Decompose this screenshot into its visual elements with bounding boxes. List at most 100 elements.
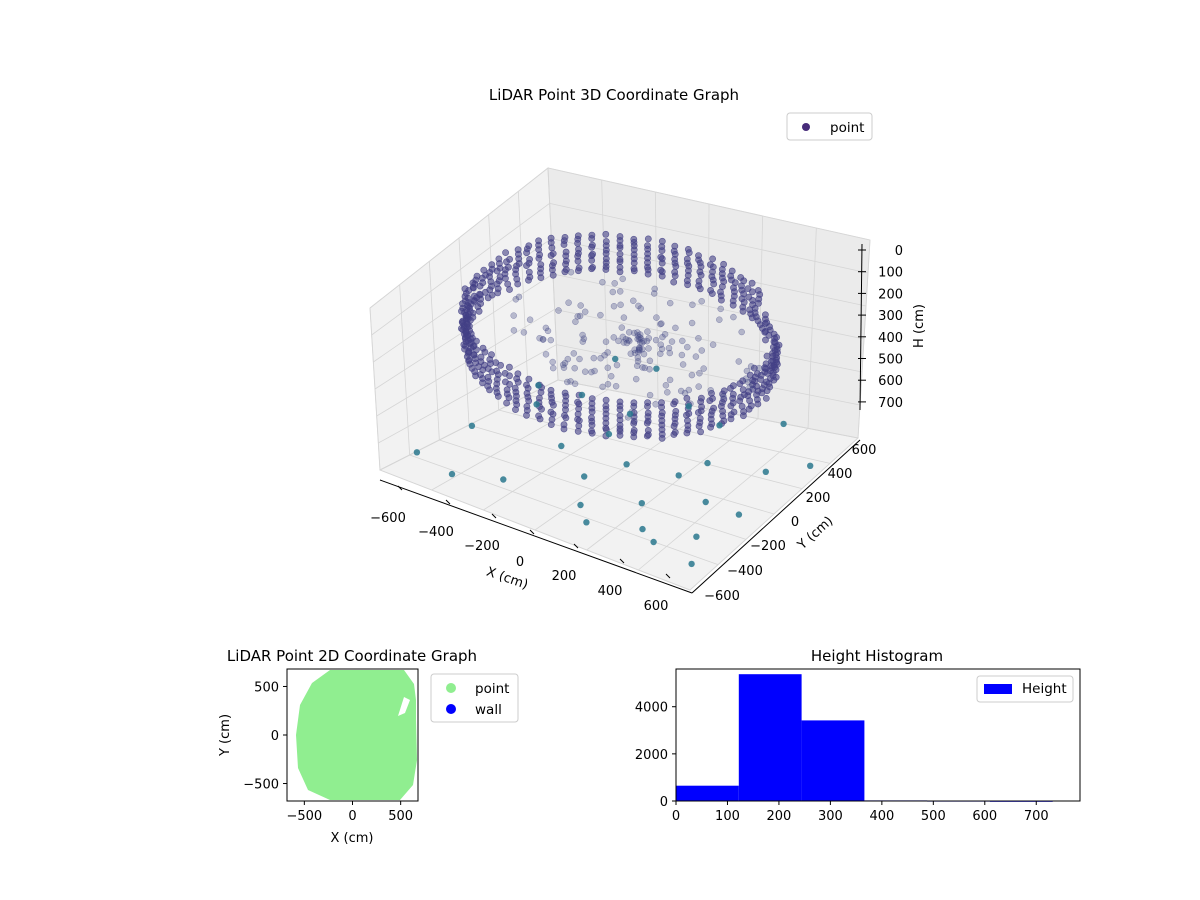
- point-3d: [635, 302, 642, 310]
- point-3d: [549, 364, 557, 372]
- x-tick-label-hist: 0: [672, 809, 680, 824]
- x-tick-label-hist: 700: [1024, 809, 1049, 824]
- point-3d: [683, 394, 691, 402]
- point-3d: [524, 384, 532, 392]
- point-3d: [571, 364, 578, 372]
- point-3d: [611, 280, 618, 287]
- point-3d: [588, 421, 596, 429]
- point-3d: [579, 331, 586, 339]
- point-3d: [588, 408, 596, 416]
- point-3d: [754, 400, 762, 408]
- point-3d: [749, 301, 756, 309]
- point-3d: [766, 323, 773, 331]
- y-tick-label-2d: −500: [243, 778, 279, 793]
- point-3d: [616, 263, 624, 271]
- point-3d: [807, 462, 814, 469]
- point-3d: [542, 351, 550, 358]
- x-tick-label-3d: 600: [644, 599, 669, 614]
- point-3d: [505, 363, 513, 371]
- point-3d: [576, 355, 583, 363]
- point-3d: [602, 242, 610, 249]
- point-3d: [574, 252, 582, 260]
- point-3d: [533, 401, 540, 408]
- point-3d: [658, 247, 666, 254]
- z-axis-label-3d: H (cm): [912, 304, 927, 348]
- hist-bar: [738, 674, 802, 801]
- point-3d: [646, 357, 654, 365]
- point-3d: [623, 461, 630, 468]
- x-tick-mark-3d: [529, 529, 535, 535]
- x-tick-label-3d: −400: [418, 525, 454, 540]
- y-ticks-2d: −500 0 500: [243, 680, 287, 793]
- point-3d: [630, 297, 637, 305]
- plot-area-2d: [296, 670, 417, 800]
- y-tick-label-hist: 2000: [635, 748, 668, 763]
- point-3d: [643, 419, 651, 427]
- point-3d: [704, 459, 711, 467]
- point-3d: [514, 378, 522, 386]
- point-3d: [581, 473, 588, 480]
- point-3d: [604, 364, 612, 372]
- z-tick-label-3d: 700: [878, 396, 903, 411]
- point-3d: [448, 470, 456, 478]
- point-3d: [636, 334, 643, 341]
- point-3d: [477, 353, 485, 361]
- point-3d: [475, 307, 483, 315]
- point-3d: [602, 266, 610, 273]
- grid-line-back-h: [557, 379, 859, 439]
- point-3d: [685, 410, 693, 417]
- legend-3d-marker: [802, 123, 810, 131]
- legend-2d-label-point: point: [475, 681, 509, 697]
- point-3d: [630, 402, 638, 410]
- legend-2d-label-wall: wall: [475, 702, 502, 718]
- point-3d: [696, 415, 704, 422]
- point-3d: [481, 361, 488, 369]
- point-3d: [616, 412, 624, 419]
- x-tick-mark-3d: [491, 513, 497, 519]
- point-3d: [631, 346, 638, 353]
- x-tick-label-hist: 500: [921, 809, 946, 824]
- x-ticks-3d: −600 −400 −200 0 200 400 600: [370, 485, 671, 614]
- point-3d: [506, 286, 513, 293]
- point-3d: [537, 261, 545, 268]
- point-3d: [526, 273, 534, 281]
- point-3d: [720, 393, 727, 400]
- point-3d: [747, 363, 755, 370]
- point-3d: [666, 299, 674, 307]
- point-3d: [644, 402, 651, 410]
- point-3d: [616, 431, 624, 439]
- point-3d: [735, 358, 743, 365]
- point-3d: [526, 255, 533, 263]
- z-ticks-3d: 0 100 200 300 400 500 600 700: [858, 244, 903, 411]
- point-3d: [710, 404, 717, 412]
- point-3d: [658, 237, 666, 245]
- point-3d: [625, 336, 632, 344]
- point-3d: [578, 391, 586, 399]
- x-tick-label-2d: −500: [286, 809, 322, 824]
- x-tick-label-hist: 400: [869, 809, 894, 824]
- point-3d: [488, 282, 495, 290]
- point-3d: [616, 406, 624, 413]
- point-3d: [565, 299, 572, 306]
- point-3d: [693, 533, 700, 540]
- point-3d: [717, 305, 724, 313]
- point-3d: [684, 281, 691, 289]
- points-3d: [413, 230, 814, 568]
- point-3d: [632, 375, 640, 383]
- z-tick-label-3d: 0: [895, 244, 903, 259]
- point-3d: [515, 293, 523, 301]
- point-3d: [729, 399, 737, 407]
- point-3d: [720, 278, 728, 285]
- grid-line-left-h: [378, 344, 557, 444]
- point-3d: [525, 375, 533, 383]
- point-3d: [520, 329, 528, 336]
- point-3d: [583, 519, 590, 526]
- point-3d: [547, 336, 555, 344]
- point-3d: [630, 267, 638, 275]
- point-3d: [494, 392, 502, 400]
- point-3d: [630, 259, 638, 267]
- point-3d: [575, 400, 583, 408]
- point-3d: [597, 354, 604, 362]
- point-3d: [588, 395, 596, 402]
- point-3d: [645, 345, 652, 352]
